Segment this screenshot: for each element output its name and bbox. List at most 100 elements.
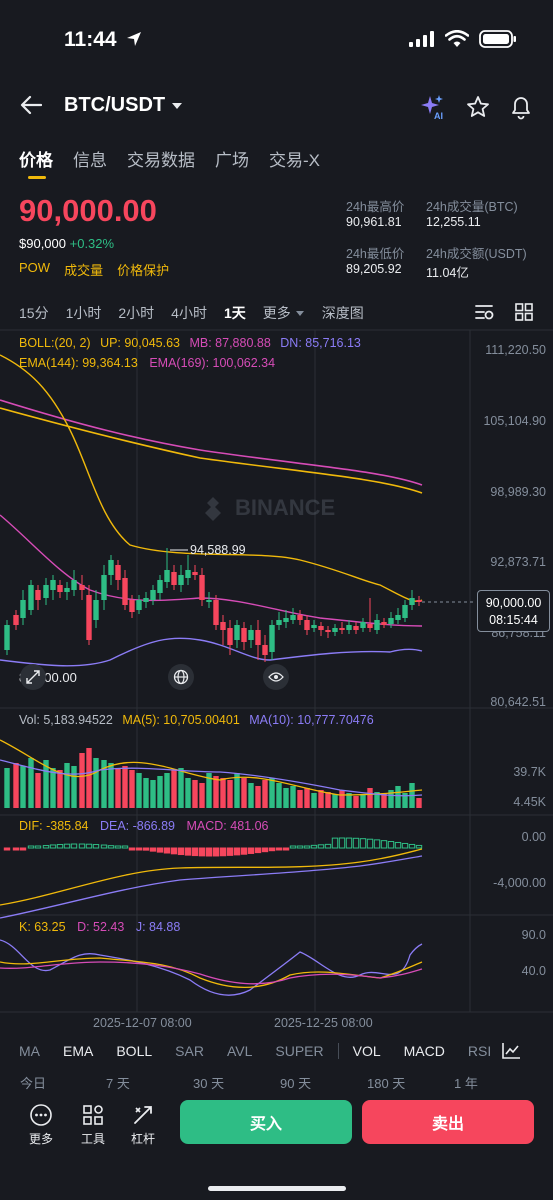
macd-bar: [100, 844, 108, 849]
macd-bar: [142, 847, 150, 851]
volume-bar: [171, 770, 177, 808]
volume-bar: [388, 790, 394, 808]
interval-1d[interactable]: 1天: [223, 305, 246, 321]
location-arrow-icon: [126, 31, 142, 47]
tag-pow[interactable]: POW: [19, 260, 51, 275]
macd-bar: [366, 838, 374, 849]
macd-bar: [359, 838, 367, 849]
volume-bar: [157, 776, 163, 808]
interval-more[interactable]: 更多: [263, 303, 305, 323]
axis-date-1: 2025-12-07 08:00: [93, 1016, 192, 1030]
candle-body: [234, 625, 240, 640]
ind-tab-vol[interactable]: VOL: [352, 1043, 381, 1059]
macd-bar: [135, 847, 143, 851]
ind-tab-rsi[interactable]: RSI: [467, 1043, 492, 1059]
buy-button[interactable]: 买入: [180, 1100, 352, 1144]
leverage-button[interactable]: 杠杆: [131, 1103, 155, 1147]
volume-bar: [50, 768, 56, 808]
interval-2h[interactable]: 2小时: [118, 305, 155, 321]
period-7d[interactable]: 7 天: [106, 1076, 130, 1091]
indicator-settings-icon[interactable]: [501, 1042, 521, 1060]
candle-body: [367, 624, 373, 628]
candle-body: [409, 598, 415, 605]
interval-15m[interactable]: 15分: [19, 305, 49, 321]
tab-info[interactable]: 信息: [73, 151, 107, 170]
period-180d[interactable]: 180 天: [367, 1076, 406, 1091]
volume-bar: [164, 773, 170, 808]
ind-tab-ma[interactable]: MA: [19, 1043, 40, 1059]
back-button[interactable]: [20, 95, 42, 115]
tab-square[interactable]: 广场: [215, 151, 249, 170]
volume-bar: [79, 753, 85, 808]
volume-bar: [297, 790, 303, 808]
globe-button[interactable]: [168, 664, 194, 690]
tab-trading-data[interactable]: 交易数据: [127, 151, 195, 170]
volume-bar: [234, 773, 240, 808]
tools-button[interactable]: 工具: [81, 1103, 105, 1147]
tag-volume[interactable]: 成交量: [64, 263, 104, 278]
period-today[interactable]: 今日: [20, 1076, 47, 1091]
boll-legend[interactable]: BOLL:(20, 2) UP: 90,045.63 MB: 87,880.88…: [19, 336, 361, 350]
interval-4h[interactable]: 4小时: [171, 305, 207, 321]
tab-price[interactable]: 价格: [19, 151, 53, 170]
fullscreen-button[interactable]: [20, 664, 46, 690]
period-30d[interactable]: 30 天: [193, 1076, 225, 1091]
candle-body: [150, 590, 156, 600]
volume-bar: [227, 780, 233, 808]
kdj-d-line: [0, 961, 423, 985]
macd-histogram: [3, 837, 423, 857]
leverage-label: 杠杆: [131, 1132, 156, 1146]
vol-btc-label: 24h成交量(BTC): [426, 200, 518, 214]
favorite-star-button[interactable]: [466, 95, 490, 119]
macd-bar: [219, 847, 227, 857]
tag-price-protection[interactable]: 价格保护: [117, 263, 170, 278]
candle-body: [381, 622, 387, 625]
chart-settings-button[interactable]: [474, 302, 496, 322]
macd-bar: [191, 847, 199, 857]
ind-tab-ema[interactable]: EMA: [63, 1043, 94, 1059]
candle-body: [269, 625, 275, 652]
axis-kdj-2: 40.0: [521, 964, 546, 978]
ema-legend[interactable]: EMA(144): 99,364.13 EMA(169): 100,062.34: [19, 356, 275, 370]
depth-chart[interactable]: 深度图: [321, 305, 364, 321]
pair-selector[interactable]: BTC/USDT: [64, 94, 183, 117]
vol-legend[interactable]: Vol: 5,183.94522 MA(5): 10,705.00401 MA(…: [19, 713, 374, 727]
ind-tab-macd[interactable]: MACD: [403, 1043, 445, 1059]
volume-bar: [318, 790, 324, 808]
ai-sparkle-button[interactable]: AI: [420, 94, 446, 120]
macd-bar: [401, 842, 409, 849]
candle-body: [220, 622, 226, 630]
macd-legend[interactable]: DIF: -385.84 DEA: -866.89 MACD: 481.06: [19, 819, 268, 833]
price-chart[interactable]: BINANCE 94,588.99: [0, 328, 553, 1038]
macd-bar: [63, 843, 71, 849]
volume-bar: [255, 786, 261, 808]
macd-bar: [114, 845, 122, 849]
axis-macd-1: 0.00: [521, 830, 546, 844]
candle-body: [129, 600, 135, 612]
visibility-button[interactable]: [263, 664, 289, 690]
period-1y[interactable]: 1 年: [454, 1076, 478, 1091]
more-button[interactable]: 更多: [29, 1103, 53, 1147]
macd-dea-line: [0, 855, 423, 919]
ind-tab-avl[interactable]: AVL: [226, 1043, 253, 1059]
candle-body: [4, 625, 10, 650]
volume-bar: [108, 763, 114, 808]
ind-tab-boll[interactable]: BOLL: [116, 1043, 153, 1059]
tools-grid-icon: [83, 1105, 103, 1125]
ind-tab-super[interactable]: SUPER: [275, 1043, 324, 1059]
layout-grid-button[interactable]: [514, 302, 534, 322]
tab-trade-x[interactable]: 交易-X: [269, 151, 320, 170]
chart-settings-icon: [475, 305, 494, 320]
candle-body: [171, 572, 177, 585]
alert-bell-button[interactable]: [509, 94, 533, 120]
period-90d[interactable]: 90 天: [280, 1076, 312, 1091]
macd-bar: [56, 843, 64, 849]
candle-body: [346, 625, 352, 630]
sell-button[interactable]: 卖出: [362, 1100, 534, 1144]
axis-date-2: 2025-12-25 08:00: [274, 1016, 373, 1030]
candle-body: [108, 560, 114, 575]
kdj-legend[interactable]: K: 63.25 D: 52.43 J: 84.88: [19, 920, 180, 934]
ind-tab-sar[interactable]: SAR: [175, 1043, 204, 1059]
interval-1h[interactable]: 1小时: [65, 305, 102, 321]
macd-bar: [387, 841, 395, 849]
